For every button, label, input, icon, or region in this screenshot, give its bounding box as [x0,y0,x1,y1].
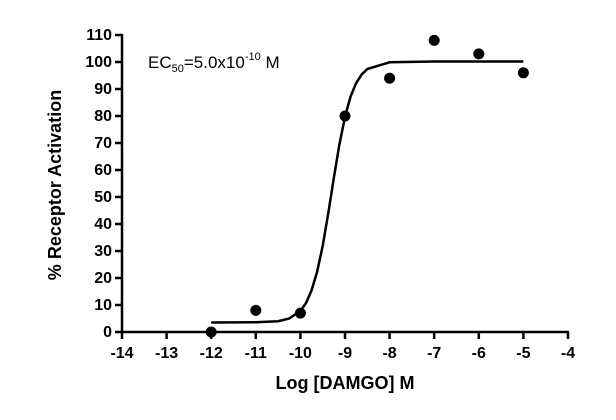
y-tick-label: 50 [94,189,112,206]
x-tick-label: -10 [289,345,312,362]
data-point [294,307,306,319]
y-tick-label: 100 [85,54,112,71]
annotation: EC50=5.0x10-10 M [148,51,280,75]
x-tick-label: -9 [338,345,352,362]
x-tick-label: -7 [427,345,441,362]
data-point [473,48,485,60]
annotation-subscript: 50 [172,63,184,75]
fit-curve [211,60,524,324]
x-tick-label: -6 [472,345,486,362]
y-tick-label: 90 [94,81,112,98]
data-point [517,67,529,79]
annotation-superscript: -10 [245,51,261,63]
x-axis-label: Log [DAMGO] M [276,373,415,393]
y-tick-label: 30 [94,243,112,260]
x-tick-label: -13 [155,345,178,362]
data-point [205,326,217,338]
x-tick-label: -11 [245,345,267,362]
data-point [250,304,262,316]
y-tick-label: 10 [94,297,112,314]
x-tick-label: -5 [516,345,530,362]
y-tick-label: 80 [94,108,112,125]
y-tick-label: 70 [94,135,112,152]
x-tick-label: -12 [200,345,223,362]
y-tick-label: 110 [86,27,112,44]
y-tick-label: 40 [94,216,112,233]
y-axis-label: % Receptor Activation [45,90,65,280]
y-tick-label: 60 [94,162,112,179]
data-point [428,34,440,46]
y-tick-label: 20 [94,270,112,287]
annotation-text: EC [148,53,172,72]
y-tick-label: 0 [103,324,112,341]
x-tick-label: -8 [382,345,396,362]
data-point [339,110,351,122]
annotation-text: =5.0x10 [184,53,245,72]
x-tick-label: -14 [110,345,133,362]
x-tick-label: -4 [561,345,575,362]
data-point [384,72,396,84]
annotation-text: M [261,53,280,72]
